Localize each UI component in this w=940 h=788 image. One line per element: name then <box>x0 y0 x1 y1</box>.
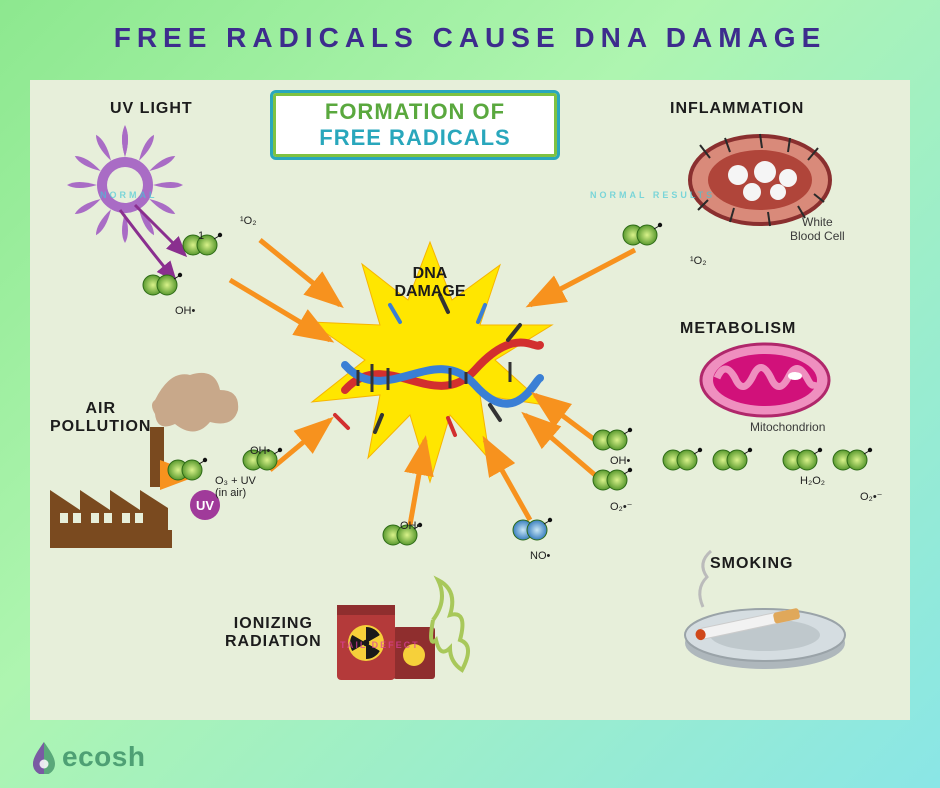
label-mitochondrion: Mitochondrion <box>750 420 825 434</box>
chem-label: ¹O₂ <box>240 215 257 227</box>
chem-label: OH• <box>610 455 630 467</box>
chem-label: OH• <box>250 445 270 457</box>
leaf-drop-icon <box>30 740 58 774</box>
radiation-barrel-icon <box>337 580 468 680</box>
uv-sun-icon <box>67 125 185 280</box>
diagram-svg: UV <box>30 80 910 720</box>
brand-name: ecosh <box>62 741 145 773</box>
mitochondrion-icon <box>701 344 829 416</box>
label-uv-light: UV LIGHT <box>110 100 193 118</box>
label-ionizing: IONIZING RADIATION <box>225 615 322 651</box>
chem-label: OH• <box>400 520 420 532</box>
chem-label: O₃ + UV (in air) <box>215 475 256 499</box>
chem-label: ¹O₂ <box>690 255 707 267</box>
watermark: NORMAL RESULTS <box>590 190 715 200</box>
burst-label: DNA DAMAGE <box>385 265 475 302</box>
brand-logo: ecosh <box>30 740 145 774</box>
label-metabolism: METABOLISM <box>680 320 796 338</box>
label-white-blood-cell: White Blood Cell <box>790 215 845 243</box>
watermark: NORMAL <box>100 190 158 200</box>
label-air-pollution: AIR POLLUTION <box>50 400 151 436</box>
chem-label: O₂•⁻ <box>610 500 632 513</box>
chem-label: 1 <box>198 230 204 242</box>
chem-label: O₂•⁻ <box>860 490 882 503</box>
chem-label: H₂O₂ <box>800 475 825 487</box>
label-inflammation: INFLAMMATION <box>670 100 804 118</box>
inflammation-icon <box>690 134 830 226</box>
watermark: TAIL DEFECT <box>340 640 420 650</box>
diagram-panel: FORMATION OF FREE RADICALS <box>30 80 910 720</box>
chem-label: OH• <box>175 305 195 317</box>
svg-text:UV: UV <box>196 498 214 513</box>
label-smoking: SMOKING <box>710 555 793 573</box>
chem-label: NO• <box>530 550 550 562</box>
page-title: FREE RADICALS CAUSE DNA DAMAGE <box>0 0 940 66</box>
